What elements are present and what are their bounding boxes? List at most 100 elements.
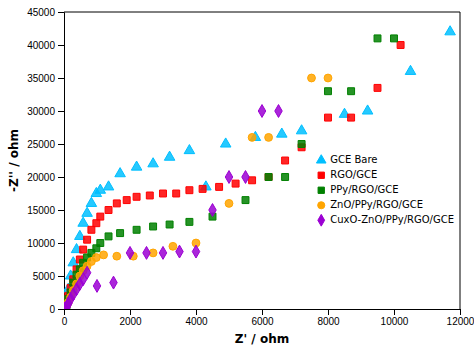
point	[298, 141, 305, 148]
point	[105, 233, 112, 240]
point	[277, 128, 288, 137]
tick-mark	[58, 177, 64, 178]
x-axis: 0 2000 4000 6000 8000 10000 12000	[62, 309, 474, 327]
point	[374, 35, 381, 42]
tick-mark	[130, 309, 131, 315]
point	[100, 251, 108, 259]
point	[249, 177, 256, 184]
point	[308, 74, 316, 82]
legend-item: PPy/RGO/GCE	[318, 184, 399, 195]
point	[143, 246, 150, 259]
series-points	[64, 35, 397, 309]
point	[88, 226, 95, 233]
tick: 25000	[27, 139, 64, 150]
legend-label: CuxO-ZnO/PPy/RGO/GCE	[330, 214, 454, 225]
point	[397, 42, 404, 49]
series-points	[64, 26, 455, 309]
tick-label: 2000	[119, 316, 142, 327]
chart: 0 2000 4000 6000 8000 10000 12000 0 5000 10000 150…	[0, 0, 474, 351]
point	[113, 200, 120, 207]
tick: 20000	[27, 172, 64, 183]
axis-line	[65, 310, 461, 316]
point	[220, 138, 231, 147]
point	[105, 207, 112, 214]
point	[265, 174, 272, 181]
tick-label: 0	[62, 316, 68, 327]
point	[166, 221, 173, 228]
point	[80, 246, 87, 253]
point	[248, 133, 256, 141]
point	[265, 133, 273, 141]
tick-mark	[58, 12, 64, 13]
point	[146, 192, 153, 199]
point	[164, 151, 175, 160]
tick-mark	[328, 309, 329, 315]
point	[391, 35, 398, 42]
tick: 10000	[381, 309, 409, 327]
tick: 4000	[185, 309, 208, 327]
tick: 30000	[27, 106, 64, 117]
point	[97, 240, 104, 247]
point	[184, 145, 195, 154]
point	[216, 183, 223, 190]
tick-label: 15000	[27, 205, 55, 216]
point	[82, 207, 93, 216]
legend-label: ZnO/PPy/RGO/GCE	[330, 199, 423, 210]
point	[348, 114, 355, 121]
legend-label: GCE Bare	[330, 154, 377, 165]
x-axis-title: Z' / ohm	[235, 332, 289, 346]
tick-label: 10000	[27, 238, 55, 249]
point	[324, 74, 332, 82]
tick-label: 8000	[317, 316, 340, 327]
tick-label: 20000	[27, 172, 55, 183]
tick-mark	[58, 276, 64, 277]
point	[325, 114, 332, 121]
tick: 40000	[27, 40, 64, 51]
point	[169, 242, 177, 250]
point	[186, 218, 193, 225]
tick-label: 25000	[27, 139, 55, 150]
point	[133, 193, 140, 200]
point	[159, 246, 166, 259]
tick-mark	[394, 309, 395, 315]
legend-symbol	[316, 155, 326, 163]
legend-symbol	[318, 187, 324, 193]
tick-label: 45000	[27, 7, 55, 18]
point	[265, 174, 272, 181]
series-points	[64, 74, 332, 309]
tick: 5000	[33, 271, 64, 282]
point	[232, 180, 239, 187]
tick-label: 35000	[27, 73, 55, 84]
tick: 10000	[27, 238, 64, 249]
tick: 12000	[447, 309, 474, 327]
point	[92, 254, 100, 262]
tick-mark	[58, 78, 64, 79]
tick-label: 5000	[33, 271, 56, 282]
point	[123, 197, 130, 204]
point	[93, 220, 100, 227]
point	[362, 105, 373, 114]
point	[258, 105, 265, 118]
legend-symbol	[318, 214, 325, 226]
tick-label: 12000	[447, 316, 474, 327]
point	[186, 187, 193, 194]
tick-mark	[58, 144, 64, 145]
tick: 45000	[27, 7, 64, 18]
point	[176, 245, 183, 258]
tick: 0	[62, 309, 68, 327]
point	[296, 125, 307, 134]
tick-label: 0	[49, 304, 55, 315]
tick: 6000	[251, 309, 274, 327]
legend-item: RGO/GCE	[318, 169, 377, 180]
point	[173, 190, 180, 197]
point	[93, 279, 100, 292]
point	[113, 252, 121, 260]
series-points	[64, 105, 282, 309]
points	[64, 26, 455, 309]
tick-label: 30000	[27, 106, 55, 117]
legend-item: CuxO-ZnO/PPy/RGO/GCE	[318, 214, 454, 226]
point	[242, 197, 249, 204]
point	[282, 157, 289, 164]
point	[131, 161, 142, 170]
tick-mark	[58, 210, 64, 211]
